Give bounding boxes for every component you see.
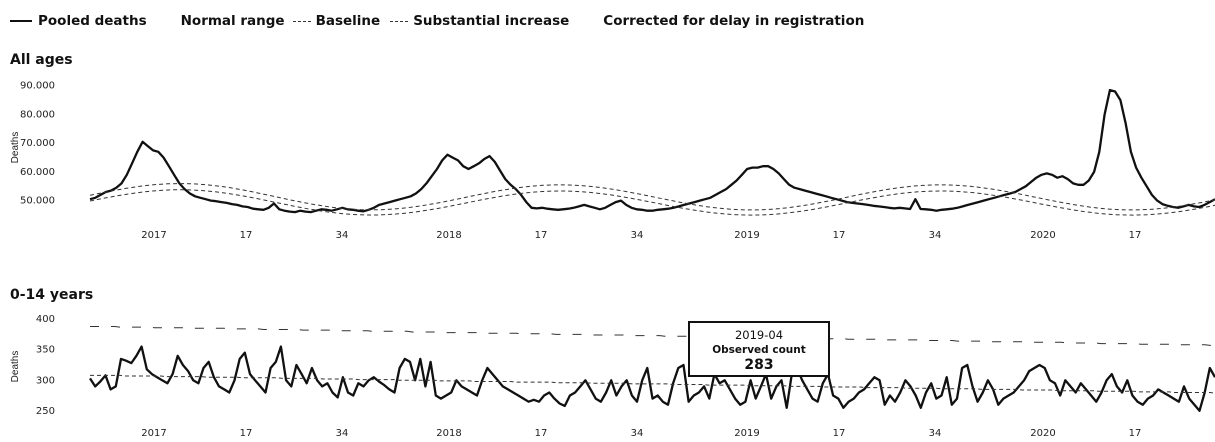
x-tick-label: 34	[336, 428, 349, 439]
chart-0-14-years[interactable]: 400 350 300 250 Deaths 2017 17 34 2018 17 34 2019 17…	[0, 308, 1215, 442]
tooltip-value: 283	[744, 357, 774, 373]
series-line-substantial-increase[interactable]	[90, 326, 1215, 346]
x-tick-label: 2017	[141, 230, 166, 241]
x-tick-label: 34	[631, 428, 644, 439]
legend-label-corrected: Corrected for delay in registration	[603, 13, 865, 29]
panel-title-0-14: 0-14 years	[10, 287, 94, 303]
legend-item-pooled[interactable]: Pooled deaths	[10, 13, 147, 29]
series-line-baseline[interactable]	[90, 374, 1215, 394]
x-tick-label: 2019	[734, 428, 759, 439]
x-tick-label: 17	[240, 230, 253, 241]
x-tick-label: 17	[833, 230, 846, 241]
tooltip-label: Observed count	[712, 344, 806, 356]
legend-label-pooled: Pooled deaths	[38, 13, 147, 29]
legend-label-normal: Normal range	[180, 13, 285, 29]
y-tick-label: 350	[36, 345, 55, 356]
y-tick-label: 60.000	[20, 167, 55, 178]
y-axis-label: Deaths	[10, 132, 21, 164]
y-tick-label: 300	[36, 375, 55, 386]
x-tick-label: 34	[631, 230, 644, 241]
y-tick-label: 250	[36, 406, 55, 417]
legend-item-corrected[interactable]: Corrected for delay in registration	[603, 13, 864, 29]
x-tick-label: 17	[1129, 428, 1142, 439]
y-tick-label: 400	[36, 314, 55, 325]
legend-swatch-solid	[10, 20, 32, 22]
y-tick-label: 50.000	[20, 196, 55, 207]
x-tick-label: 2018	[436, 230, 461, 241]
legend-label-substantial: Substantial increase	[413, 13, 570, 29]
panel-title-all-ages: All ages	[10, 52, 73, 68]
series-line-pooled-deaths[interactable]	[89, 345, 1215, 412]
y-axis-label: Deaths	[10, 351, 21, 383]
y-tick-label: 80.000	[20, 109, 55, 120]
x-tick-label: 34	[929, 428, 942, 439]
legend: Pooled deaths Normal range Baseline Subs…	[10, 10, 898, 32]
x-tick-label: 17	[535, 428, 548, 439]
series-line-substantial-increase[interactable]	[89, 183, 1215, 211]
x-tick-label: 2018	[436, 428, 461, 439]
y-tick-label: 90.000	[20, 81, 55, 92]
y-tick-label: 70.000	[20, 138, 55, 149]
legend-item-normal[interactable]: Normal range	[181, 13, 285, 29]
legend-label-baseline: Baseline	[315, 13, 381, 29]
x-tick-label: 17	[833, 428, 846, 439]
x-tick-label: 17	[535, 230, 548, 241]
series-line-baseline[interactable]	[89, 189, 1215, 216]
x-tick-label: 2019	[734, 230, 759, 241]
x-tick-label: 17	[240, 428, 253, 439]
legend-swatch-dashed	[390, 20, 409, 22]
x-tick-label: 2020	[1030, 428, 1055, 439]
x-tick-label: 34	[929, 230, 942, 241]
tooltip: 2019-04 Observed count 283	[688, 321, 830, 377]
series-line-pooled-deaths[interactable]	[89, 88, 1215, 214]
chart-all-ages[interactable]: 90.000 80.000 70.000 60.000 50.000 Deaths 2017…	[0, 75, 1215, 250]
legend-swatch-dashed	[292, 20, 311, 22]
tooltip-period: 2019-04	[734, 328, 784, 342]
x-tick-label: 2017	[141, 428, 166, 439]
x-tick-label: 34	[336, 230, 349, 241]
x-tick-label: 17	[1129, 230, 1142, 241]
legend-item-baseline[interactable]: Baseline	[292, 13, 381, 29]
legend-item-substantial[interactable]: Substantial increase	[390, 13, 569, 29]
x-tick-label: 2020	[1030, 230, 1055, 241]
